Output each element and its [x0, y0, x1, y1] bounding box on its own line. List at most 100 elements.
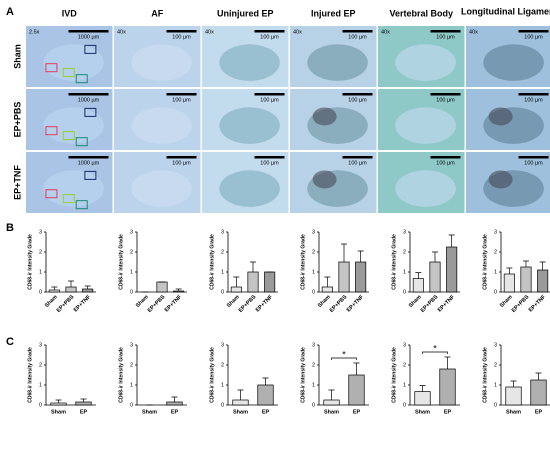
y-tick-label: 1: [312, 382, 315, 388]
y-tick-label: 0: [130, 402, 133, 408]
bar: [348, 374, 365, 406]
error-bar: [328, 389, 335, 400]
bar: [323, 399, 340, 406]
y-tick-label: 0: [130, 289, 133, 295]
roi-box: [84, 107, 97, 117]
bar: [338, 261, 350, 293]
y-tick-label: 3: [494, 342, 497, 348]
error-bar: [80, 398, 87, 402]
column-header: Vertebral Body: [389, 8, 453, 18]
bar: [505, 386, 522, 406]
x-tick-label: EP+TNF: [528, 294, 548, 314]
scale-bar-label: 100 µm: [260, 34, 279, 40]
column-header: Uninjured EP: [217, 8, 274, 18]
y-tick-label: 2: [494, 249, 497, 255]
error-bar: [84, 285, 91, 289]
y-tick-label: 0: [39, 402, 42, 408]
y-tick-label: 0: [494, 402, 497, 408]
error-bar: [324, 276, 331, 287]
x-tick-label: Sham: [317, 294, 332, 309]
scale-bar: [68, 30, 109, 33]
y-tick-label: 2: [403, 249, 406, 255]
scale-bar-label: 100 µm: [524, 34, 543, 40]
x-tick-label: EP+PBS: [238, 294, 258, 314]
roi-box: [45, 189, 58, 199]
tissue-texture: [219, 170, 280, 207]
scale-bar: [430, 30, 461, 33]
scale-bar: [430, 156, 461, 159]
x-tick-label: EP+TNF: [73, 294, 93, 314]
y-tick-label: 0: [312, 402, 315, 408]
y-tick-label: 1: [312, 269, 315, 275]
y-tick-label: 1: [494, 382, 497, 388]
error-bar: [55, 399, 62, 403]
tissue-texture: [131, 107, 192, 144]
scale-bar-label: 100 µm: [524, 160, 543, 166]
y-axis-label: CD68-ir Intensity Grade: [27, 234, 33, 290]
y-axis-label: CD68-ir Intensity Grade: [391, 234, 397, 290]
x-tick-label: EP: [444, 409, 452, 415]
error-bar: [171, 396, 178, 402]
x-tick-label: Sham: [415, 409, 430, 415]
y-tick-label: 2: [312, 362, 315, 368]
scale-bar-label: 1000 µm: [78, 97, 100, 103]
bar: [321, 286, 333, 293]
scale-bar-label: 100 µm: [260, 97, 279, 103]
y-tick-label: 3: [130, 229, 133, 235]
x-tick-label: EP+PBS: [147, 294, 167, 314]
tissue-texture: [219, 107, 280, 144]
roi-box: [62, 194, 75, 204]
y-tick-label: 0: [221, 289, 224, 295]
y-tick-label: 1: [221, 269, 224, 275]
scale-bar-label: 100 µm: [436, 97, 455, 103]
bar: [230, 286, 242, 293]
x-tick-label: Sham: [51, 409, 66, 415]
scale-bar: [68, 156, 109, 159]
y-tick-label: 3: [39, 342, 42, 348]
error-bar: [250, 261, 256, 272]
y-tick-label: 0: [39, 289, 42, 295]
bar: [537, 269, 549, 293]
roi-box: [75, 137, 88, 147]
column-header: Longitudinal Ligament: [461, 6, 550, 16]
scale-bar: [518, 156, 549, 159]
bar: [82, 288, 94, 293]
roi-box: [62, 131, 75, 141]
error-bar: [506, 267, 513, 274]
x-tick-label: Sham: [135, 294, 150, 309]
stained-region: [312, 107, 337, 126]
bar: [264, 271, 276, 293]
panel-label: B: [6, 222, 14, 234]
x-tick-label: Sham: [142, 409, 157, 415]
scale-bar: [68, 93, 109, 96]
tissue-texture: [43, 44, 104, 81]
y-tick-label: 3: [403, 229, 406, 235]
y-tick-label: 2: [39, 362, 42, 368]
magnification: 40x: [117, 29, 126, 35]
bar: [166, 401, 183, 406]
roi-box: [75, 74, 88, 84]
y-tick-label: 3: [494, 229, 497, 235]
bar: [355, 261, 367, 293]
tissue-texture: [131, 170, 192, 207]
y-tick-label: 1: [403, 269, 406, 275]
bar: [232, 399, 249, 406]
tissue-texture: [483, 44, 544, 81]
bar: [429, 261, 441, 293]
bar: [439, 368, 456, 406]
y-axis-label: CD68-ir Intensity Grade: [300, 347, 306, 403]
row-label: Sham: [12, 44, 22, 69]
bar: [48, 289, 60, 293]
bar: [530, 379, 547, 406]
y-axis-label: CD68-ir Intensity Grade: [482, 234, 488, 290]
scale-bar: [166, 156, 197, 159]
y-axis-label: CD68-ir Intensity Grade: [482, 347, 488, 403]
bar: [75, 401, 92, 406]
significance-marker: *: [433, 343, 437, 353]
y-tick-label: 2: [130, 249, 133, 255]
x-tick-label: Sham: [233, 409, 248, 415]
y-tick-label: 3: [312, 342, 315, 348]
x-tick-label: EP: [353, 409, 361, 415]
y-axis-label: CD68-ir Intensity Grade: [118, 234, 124, 290]
bar: [520, 266, 532, 293]
